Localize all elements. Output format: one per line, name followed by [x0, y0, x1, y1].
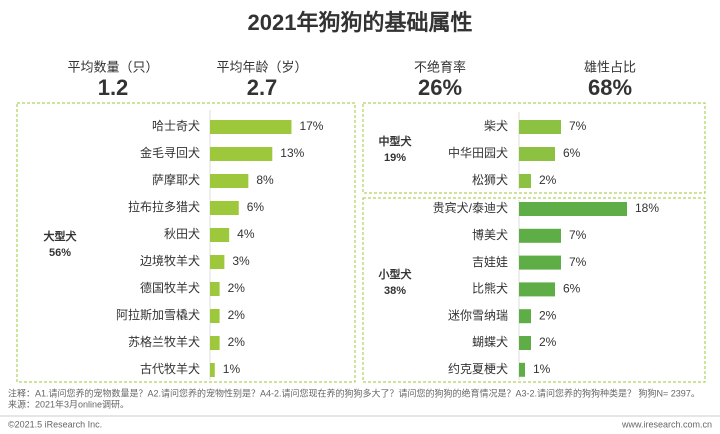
category-label: 松狮犬: [472, 173, 508, 187]
category-label: 萨摩耶犬: [152, 172, 200, 187]
value-label: 2%: [228, 281, 246, 295]
category-label: 中华田园犬: [448, 145, 508, 160]
category-label: 金毛寻回犬: [140, 145, 200, 160]
stat-label: 雄性占比: [584, 59, 636, 74]
category-label: 苏格兰牧羊犬: [128, 334, 200, 349]
bar: [519, 174, 531, 188]
bar: [210, 336, 220, 350]
bar: [519, 202, 627, 216]
value-label: 8%: [256, 173, 274, 187]
value-label: 1%: [223, 362, 241, 376]
bar: [210, 201, 239, 215]
value-label: 13%: [280, 146, 304, 160]
panel-small: [362, 197, 706, 383]
category-label: 比熊犬: [472, 281, 508, 296]
group-label: 小型犬: [378, 267, 413, 281]
bar: [210, 174, 249, 188]
category-label: 古代牧羊犬: [140, 361, 200, 376]
category-label: 迷你雪纳瑞: [448, 308, 508, 322]
bar: [210, 255, 225, 269]
bar: [519, 336, 531, 350]
value-label: 2%: [228, 335, 246, 349]
category-label: 哈士奇犬: [152, 119, 200, 133]
title: 2021年狗狗的基础属性: [248, 10, 473, 35]
bar: [210, 228, 230, 242]
panel-large: [16, 102, 356, 383]
stat-value: 1.2: [98, 75, 129, 100]
group-label: 中型犬: [379, 134, 413, 148]
value-label: 6%: [247, 200, 265, 214]
category-label: 秋田犬: [164, 227, 200, 241]
category-label: 博美犬: [472, 227, 508, 242]
group-label: 大型犬: [44, 229, 78, 243]
value-label: 17%: [299, 119, 323, 133]
value-label: 3%: [232, 254, 250, 268]
note: 注释：A1.请问您养的宠物数量是？A2.请问您养的宠物性别是？A4-2.请问您现…: [8, 387, 700, 398]
value-label: 7%: [569, 119, 587, 133]
bar: [519, 362, 525, 377]
value-label: 2%: [539, 308, 557, 322]
bar: [210, 147, 273, 161]
stat-value: 2.7: [247, 75, 278, 100]
bar: [519, 147, 555, 161]
group-share: 19%: [384, 152, 406, 164]
category-label: 柴犬: [484, 119, 508, 133]
group-share: 56%: [49, 247, 71, 259]
value-label: 18%: [635, 201, 659, 215]
stat-label: 不绝育率: [414, 59, 466, 74]
bar: [519, 282, 555, 297]
stat-label: 平均年龄（岁）: [216, 59, 307, 74]
value-label: 7%: [569, 228, 587, 242]
bar: [519, 255, 561, 270]
group-share: 38%: [384, 285, 406, 297]
value-label: 2%: [539, 335, 557, 349]
bar: [210, 363, 215, 377]
category-label: 阿拉斯加雪橇犬: [116, 307, 200, 322]
value-label: 6%: [563, 282, 581, 296]
category-label: 吉娃娃: [472, 255, 508, 269]
stat-label: 平均数量（只）: [67, 59, 158, 74]
value-label: 4%: [237, 227, 255, 241]
category-label: 边境牧羊犬: [140, 253, 200, 268]
value-label: 1%: [533, 362, 551, 376]
copyright: ©2021.5 iResearch Inc.: [8, 419, 102, 429]
value-label: 2%: [228, 308, 246, 322]
website: www.iresearch.com.cn: [621, 419, 712, 429]
stat-value: 68%: [588, 75, 632, 100]
bar: [519, 120, 561, 134]
bar: [519, 309, 531, 324]
bar: [519, 228, 561, 243]
bar: [210, 309, 220, 323]
category-label: 约克夏梗犬: [448, 361, 508, 376]
panel-medium: [362, 102, 706, 194]
category-label: 贵宾犬/泰迪犬: [433, 200, 508, 215]
category-label: 拉布拉多猎犬: [128, 199, 200, 214]
value-label: 6%: [563, 146, 581, 160]
bar: [210, 282, 220, 296]
category-label: 蝴蝶犬: [472, 334, 508, 349]
value-label: 2%: [539, 173, 557, 187]
stat-value: 26%: [418, 75, 462, 100]
source: 来源：2021年3月online调研。: [8, 398, 129, 409]
value-label: 7%: [569, 255, 587, 269]
category-label: 德国牧羊犬: [140, 280, 200, 295]
bar: [210, 120, 292, 134]
